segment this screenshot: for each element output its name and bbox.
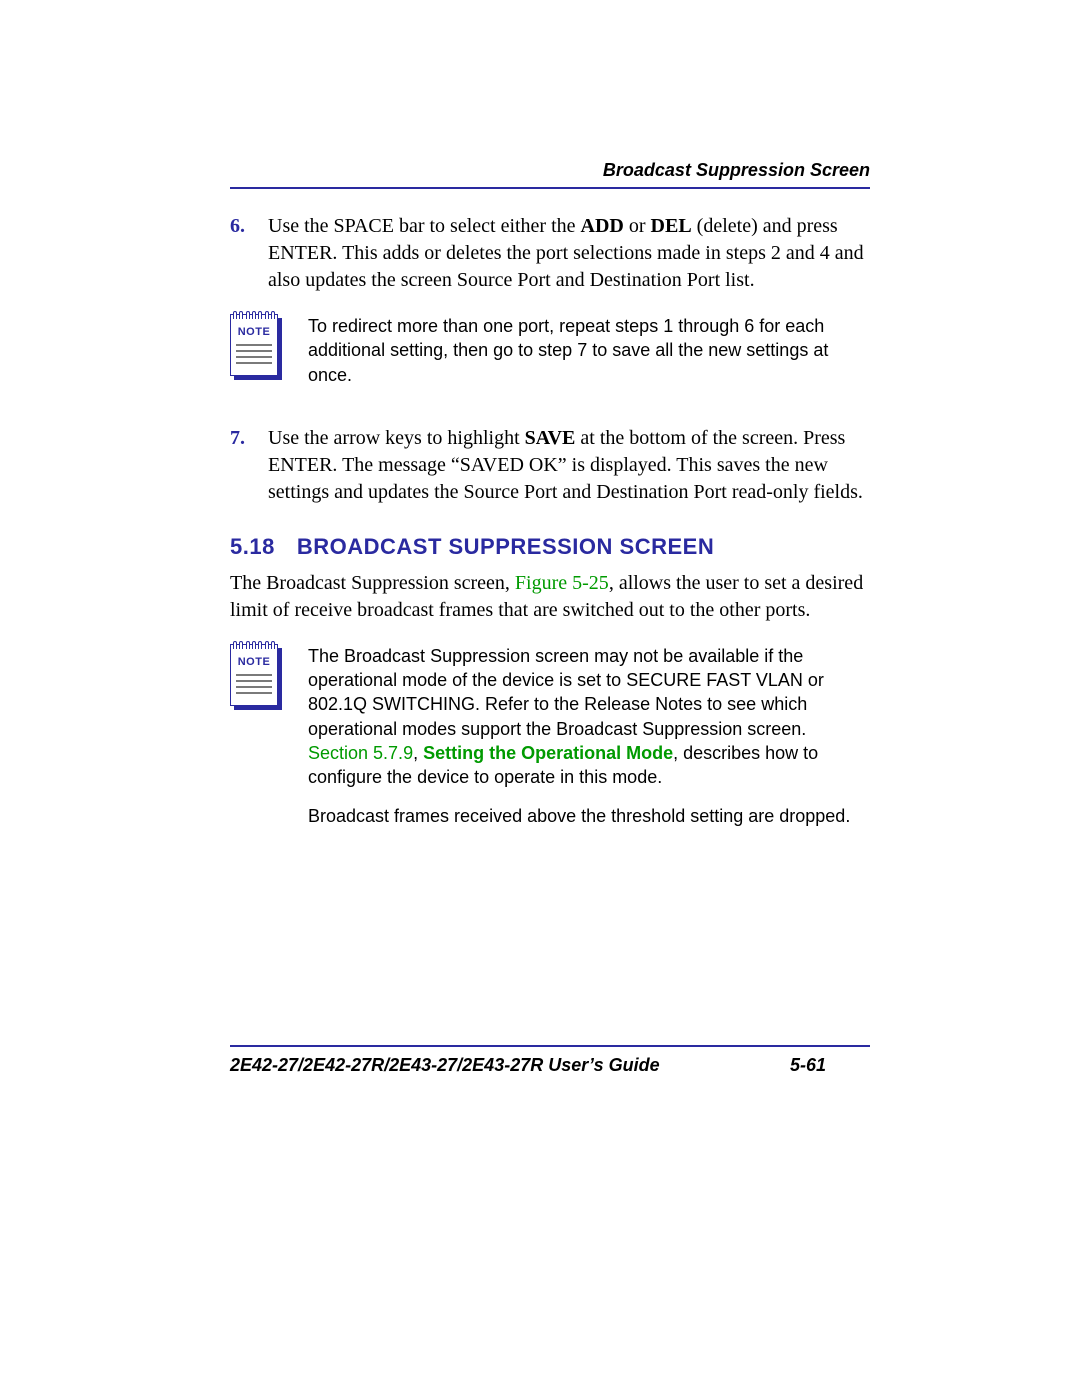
step-number: 7. <box>230 425 252 506</box>
note-paragraph: The Broadcast Suppression screen may not… <box>308 644 870 790</box>
section-heading: 5.18 BROADCAST SUPPRESSION SCREEN <box>230 534 870 560</box>
text: or <box>624 215 651 237</box>
footer-rule <box>230 1045 870 1047</box>
step-body: Use the arrow keys to highlight SAVE at … <box>268 425 870 506</box>
section-link[interactable]: Section 5.7.9 <box>308 743 413 763</box>
text: Use the arrow keys to highlight <box>268 427 525 449</box>
note-block-1: NOTE To redirect more than one port, rep… <box>230 314 870 401</box>
note-label: NOTE <box>230 326 278 338</box>
note-paragraph: Broadcast frames received above the thre… <box>308 804 870 828</box>
footer-page-number: 5-61 <box>750 1055 870 1076</box>
step-number: 6. <box>230 213 252 294</box>
section-title: BROADCAST SUPPRESSION SCREEN <box>297 534 714 559</box>
step-6: 6. Use the SPACE bar to select either th… <box>230 213 870 294</box>
text: The Broadcast Suppression screen may not… <box>308 646 824 739</box>
note-icon: NOTE <box>230 644 282 710</box>
figure-link[interactable]: Figure 5-25 <box>515 572 609 594</box>
keyword-del: DEL <box>651 215 692 237</box>
text: , <box>413 743 423 763</box>
note-text: To redirect more than one port, repeat s… <box>308 314 870 401</box>
header-rule <box>230 187 870 189</box>
text: The Broadcast Suppression screen, <box>230 572 515 594</box>
note-icon: NOTE <box>230 314 282 380</box>
note-label: NOTE <box>230 656 278 668</box>
footer-title: 2E42-27/2E42-27R/2E43-27/2E43-27R User’s… <box>230 1055 750 1076</box>
page-footer: 2E42-27/2E42-27R/2E43-27/2E43-27R User’s… <box>230 1045 870 1076</box>
note-text: The Broadcast Suppression screen may not… <box>308 644 870 842</box>
section-number: 5.18 <box>230 534 275 559</box>
section-intro: The Broadcast Suppression screen, Figure… <box>230 570 870 624</box>
note-block-2: NOTE The Broadcast Suppression screen ma… <box>230 644 870 842</box>
text: Use the SPACE bar to select either the <box>268 215 581 237</box>
running-header: Broadcast Suppression Screen <box>230 160 870 181</box>
keyword-save: SAVE <box>525 427 576 449</box>
keyword-add: ADD <box>581 215 624 237</box>
page-content: Broadcast Suppression Screen 6. Use the … <box>230 160 870 866</box>
section-link-title[interactable]: Setting the Operational Mode <box>423 743 673 763</box>
note-paragraph: To redirect more than one port, repeat s… <box>308 314 870 387</box>
step-body: Use the SPACE bar to select either the A… <box>268 213 870 294</box>
step-7: 7. Use the arrow keys to highlight SAVE … <box>230 425 870 506</box>
